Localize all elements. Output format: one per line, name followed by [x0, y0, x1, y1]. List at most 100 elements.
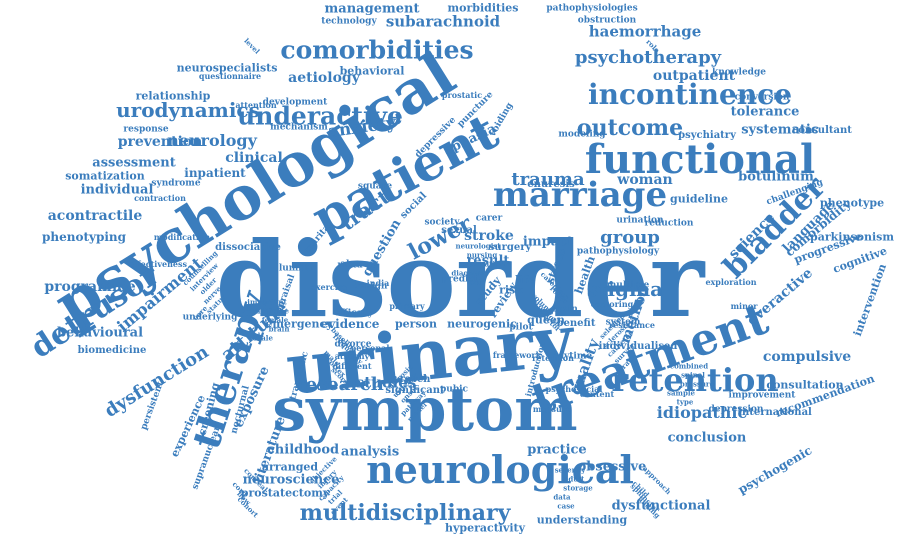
cloud-word: carer [475, 213, 503, 224]
cloud-word: obsessive [577, 459, 647, 475]
cloud-word: pathophysiologies [546, 3, 638, 14]
cloud-word: benign [352, 281, 388, 292]
cloud-word: sexual [441, 225, 477, 236]
cloud-word: outpatient [652, 68, 736, 84]
cloud-word: development [262, 97, 328, 108]
cloud-word: hyperactivity [444, 521, 526, 535]
cloud-word: improvement [728, 390, 796, 401]
cloud-word: storage [563, 483, 593, 493]
cloud-word: intervention [850, 262, 890, 338]
cloud-word: psychosocial [545, 384, 603, 394]
cloud-word: neuroscience [242, 472, 340, 488]
cloud-word: resistance [608, 320, 656, 330]
cloud-word: toxin [552, 304, 578, 315]
cloud-word: pathophysiology [576, 246, 660, 257]
cloud-word: international [738, 407, 812, 418]
cloud-word: medicine [253, 306, 289, 316]
cloud-word: practice [527, 442, 587, 458]
cloud-word: surgery [488, 242, 532, 253]
cloud-word: assessment [92, 155, 176, 171]
cloud-word: multiple [606, 280, 650, 291]
cloud-word: predict [441, 274, 479, 285]
cloud-word: data [553, 492, 571, 502]
cloud-word: divorce [334, 339, 372, 350]
cloud-word: case [557, 501, 575, 511]
cloud-word: incontinence [587, 78, 793, 111]
cloud-word: square [357, 181, 393, 192]
cloud-word: framework [492, 350, 542, 360]
cloud-word: consultation [766, 378, 844, 392]
cloud-word: morbidities [447, 1, 519, 15]
cloud-word: behavioral [339, 64, 405, 78]
cloud-word: trauma [511, 169, 585, 190]
cloud-word: multidisciplinary [299, 500, 511, 526]
cloud-word: arranged [261, 460, 319, 474]
cloud-word: prevention [117, 134, 203, 150]
cloud-word: emergency [265, 317, 333, 331]
cloud-word: conversion [734, 92, 790, 103]
cloud-word: severity [554, 465, 586, 475]
cloud-word: response [123, 124, 169, 135]
cloud-word: idiopathic [656, 403, 748, 422]
cloud-word: guideline [670, 192, 728, 206]
cloud-word: mechanism [270, 122, 328, 133]
cloud-word: individualised [598, 341, 678, 352]
cloud-word: behavioural [56, 325, 144, 341]
cloud-word: queen [527, 313, 565, 327]
cloud-word: exploring [590, 299, 634, 309]
cloud-word: effectiveness [128, 259, 188, 269]
cloud-word: subarachnoid [385, 12, 501, 31]
cloud-word: systematic [741, 122, 819, 138]
cloud-word: psychiatry [678, 130, 736, 141]
cloud-word: retention [611, 361, 779, 399]
cloud-word: system [605, 317, 641, 328]
cloud-word: type [676, 397, 694, 407]
cloud-word: significant [385, 385, 445, 396]
cloud-word: underlying [182, 312, 238, 323]
cloud-word: dissociative [215, 242, 281, 253]
cloud-word: measure [532, 404, 572, 414]
cloud-word: rasch [399, 374, 431, 385]
cloud-word: atrophy [334, 351, 370, 361]
cloud-word: syndrome [151, 178, 201, 189]
cloud-word: conclusion [667, 430, 747, 446]
cloud-word: primary [389, 301, 425, 311]
cloud-word: prostatectomy [240, 486, 330, 500]
cloud-word: consultant [792, 125, 852, 136]
cloud-word: urination [616, 215, 664, 226]
cloud-word: attention [235, 100, 277, 110]
cloud-word: botulinum [738, 169, 814, 185]
cloud-word: pubic [439, 384, 469, 395]
cloud-word: tolerance [730, 104, 800, 120]
cloud-word: modeling [558, 129, 606, 140]
cloud-word: disorder [215, 218, 705, 341]
cloud-word: daytime [551, 351, 593, 362]
cloud-word: biomedicine [77, 345, 147, 356]
cloud-word: management [324, 1, 420, 17]
cloud-word: group [600, 227, 660, 248]
cloud-word: society [424, 217, 460, 228]
cloud-word: contraction [134, 193, 186, 203]
cloud-word: phenotyping [41, 230, 127, 244]
cloud-word: stigma [586, 277, 664, 301]
cloud-word: programme [44, 279, 136, 295]
cloud-word: dysfunctional [611, 498, 711, 514]
cloud-word: aetiology [288, 70, 360, 86]
cloud-word: important [247, 297, 287, 307]
cloud-word: phenotype [819, 196, 885, 210]
cloud-word: diagnosis [451, 268, 489, 278]
cloud-word: woman [617, 172, 673, 188]
cloud-word: benefit [556, 318, 596, 329]
cloud-word: result [466, 253, 510, 269]
cloud-word: scale [253, 333, 273, 343]
cloud-word: marriage [492, 175, 668, 215]
cloud-word: lumbar [278, 263, 316, 274]
cloud-word: efficacy [334, 308, 374, 319]
cloud-word: comorbidities [280, 35, 474, 65]
cloud-word: female [261, 315, 289, 325]
cloud-word: underactive [237, 101, 403, 131]
cloud-word: analysis [340, 444, 400, 460]
cloud-word: compulsive [762, 349, 852, 365]
cloud-word: reduction [644, 218, 694, 229]
